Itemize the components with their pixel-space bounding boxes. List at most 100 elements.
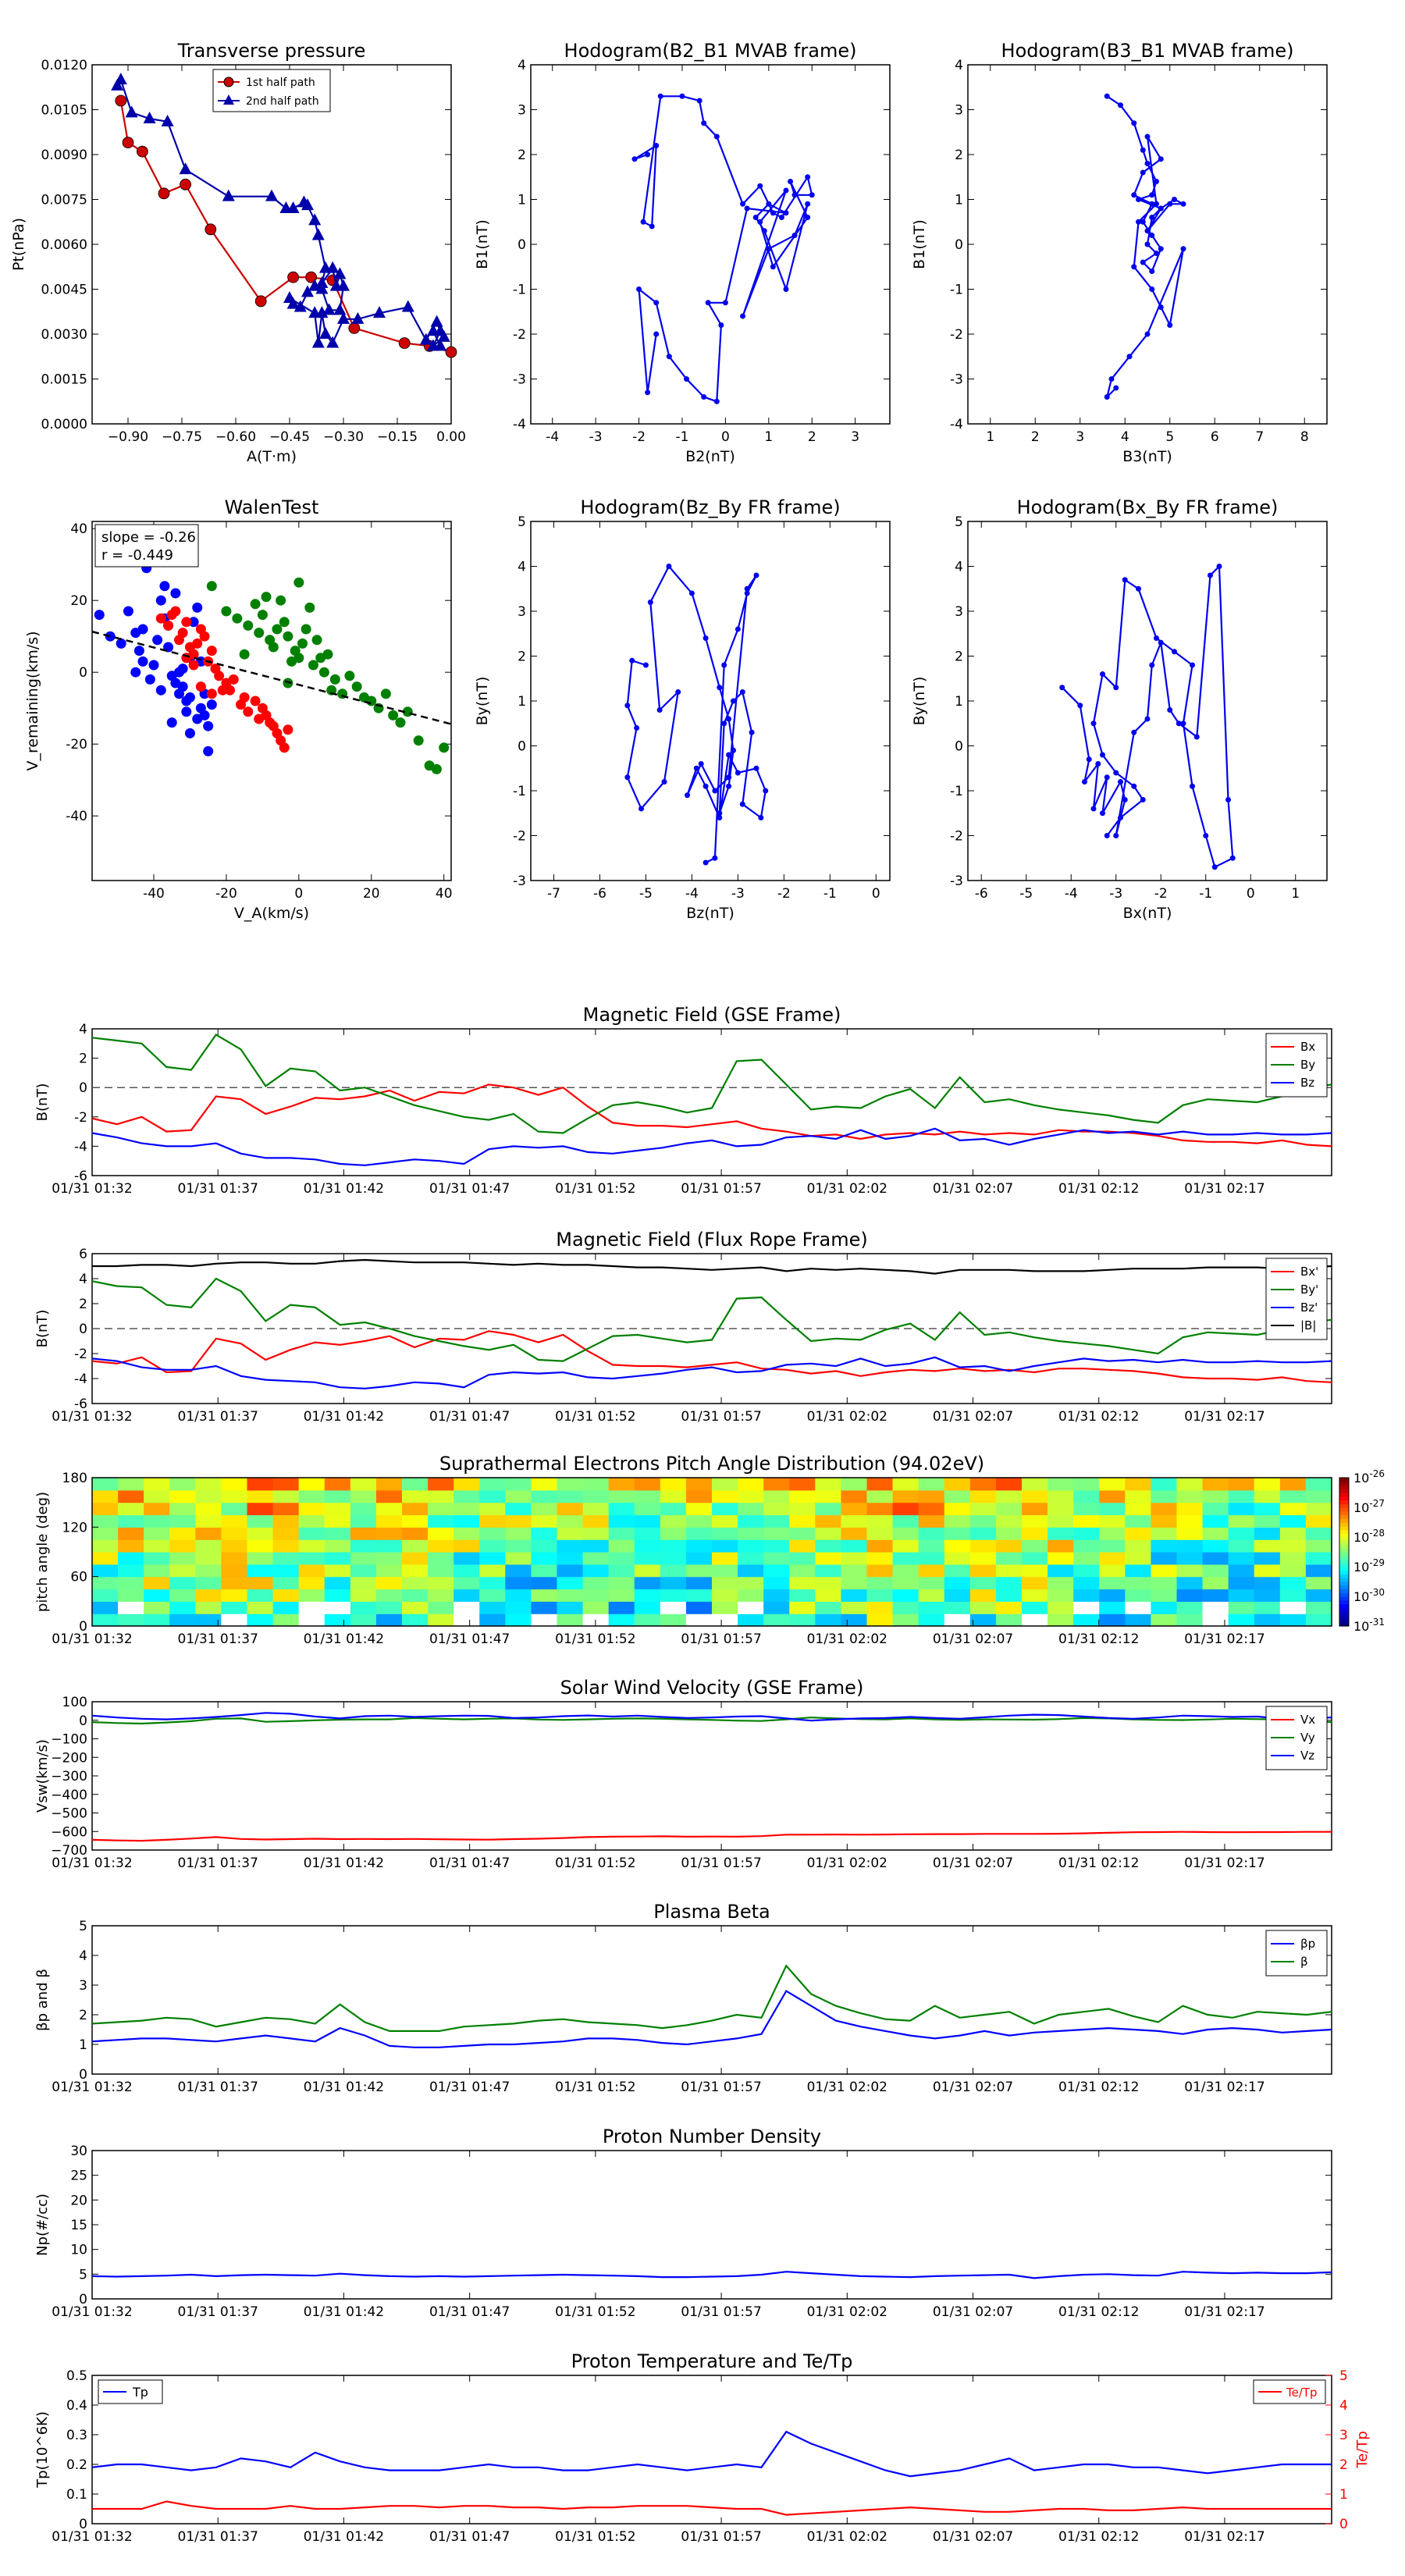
heatmap-cell — [531, 1502, 558, 1516]
heatmap-cell — [1279, 1614, 1307, 1627]
x-tick-label: 01/31 02:02 — [807, 1856, 887, 1871]
heatmap-cell — [118, 1552, 144, 1565]
heatmap-cell — [169, 1552, 196, 1565]
heatmap-cell — [298, 1614, 325, 1627]
plot-frame — [530, 64, 891, 425]
x-tick-label: 7 — [1255, 429, 1264, 445]
data-point — [717, 815, 723, 820]
x-tick-label: 01/31 02:12 — [1058, 1181, 1139, 1197]
chart-title: Hodogram(Bz_By FR frame) — [580, 496, 840, 518]
heatmap-cell — [712, 1564, 738, 1578]
heatmap-cell — [789, 1614, 816, 1627]
heatmap-cell — [712, 1502, 738, 1516]
y-tick-label: 0 — [518, 237, 526, 253]
data-point — [1140, 169, 1146, 176]
y-tick-label: 2 — [79, 1051, 87, 1067]
x-tick-label: 01/31 01:57 — [681, 1856, 761, 1871]
heatmap-cell — [272, 1576, 300, 1590]
y-tick-label: 3 — [955, 103, 963, 119]
y-tick-label: −200 — [51, 1750, 87, 1766]
heatmap-cell — [402, 1489, 429, 1503]
heatmap-cell — [1048, 1552, 1074, 1565]
heatmap-cell — [918, 1502, 945, 1516]
colorbar-cell — [1339, 1570, 1349, 1575]
data-point-triangle — [315, 276, 329, 288]
data-point-triangle — [333, 303, 347, 315]
heatmap-cell — [118, 1489, 144, 1503]
heatmap-cell — [1254, 1601, 1281, 1614]
heatmap-cell — [324, 1589, 351, 1602]
heatmap-cell — [1279, 1489, 1307, 1503]
y-tick-label: −300 — [51, 1769, 87, 1784]
x-tick-label: 01/31 01:57 — [681, 2304, 761, 2320]
heatmap-cell — [1228, 1502, 1255, 1516]
data-point — [634, 725, 640, 731]
heatmap-cell — [712, 1539, 738, 1553]
heatmap-cell — [1305, 1478, 1332, 1491]
colorbar-cell — [1339, 1555, 1349, 1560]
series-line — [91, 1127, 1332, 1166]
heatmap-cell — [272, 1478, 300, 1491]
heatmap-cell — [634, 1489, 661, 1503]
heatmap-cell — [763, 1552, 790, 1565]
data-point-triangle — [161, 114, 174, 126]
heatmap-cell — [685, 1576, 713, 1590]
heatmap-cell — [1202, 1614, 1229, 1627]
heatmap-cell — [247, 1489, 274, 1503]
x-tick-label: 01/31 02:07 — [933, 1856, 1013, 1871]
x-tick-label: −0.90 — [108, 429, 148, 445]
heatmap-cell — [221, 1478, 248, 1491]
data-point — [783, 210, 789, 216]
data-point — [283, 631, 293, 642]
heatmap-cell — [995, 1539, 1023, 1553]
series-line — [92, 1258, 1332, 1275]
data-point — [1144, 133, 1151, 140]
heatmap-cell — [557, 1514, 584, 1528]
data-point — [1140, 797, 1146, 802]
panel-walen_test: WalenTest -40 -20 0 20 40 -40 -20 0 20 40 V_A(km/s)… — [24, 496, 453, 922]
heatmap-cell — [995, 1552, 1023, 1565]
heatmap-cell — [1176, 1576, 1204, 1590]
series-line — [119, 100, 452, 354]
heatmap-cell — [634, 1589, 661, 1602]
heatmap-cell — [375, 1489, 403, 1503]
y-tick-label: -2 — [74, 1110, 87, 1126]
y-tick-label: 0 — [79, 2292, 87, 2307]
heatmap-cell — [221, 1589, 248, 1602]
data-point — [1104, 93, 1110, 99]
data-point — [726, 783, 732, 789]
heatmap-cell — [428, 1614, 454, 1627]
x-tick-label: 01/31 02:02 — [807, 2304, 887, 2320]
series-line — [91, 1712, 1332, 1722]
heatmap-cell — [169, 1576, 196, 1590]
y-tick-label: 0.3 — [66, 2428, 87, 2443]
data-point — [326, 685, 337, 696]
heatmap-cell — [1125, 1552, 1152, 1565]
heatmap-cell — [557, 1601, 584, 1614]
data-point — [757, 219, 763, 225]
heatmap-cell — [789, 1539, 816, 1553]
heatmap-cell — [1073, 1527, 1100, 1540]
data-point — [181, 617, 192, 628]
heatmap-cell — [195, 1478, 222, 1491]
heatmap-cell — [375, 1576, 403, 1590]
heatmap-cell — [944, 1564, 971, 1578]
y-tick-label: -1 — [513, 784, 526, 799]
x-tick-label: 01/31 01:47 — [429, 2304, 510, 2320]
heatmap-cell — [685, 1489, 713, 1503]
y-tick-label: −500 — [51, 1806, 87, 1822]
data-point — [276, 595, 286, 606]
series-line — [91, 1831, 1332, 1842]
heatmap-cell — [944, 1576, 971, 1590]
heatmap-cell — [479, 1527, 506, 1540]
data-point — [1225, 797, 1231, 802]
heatmap-cell — [1048, 1527, 1074, 1540]
heatmap-cell — [118, 1514, 144, 1528]
data-point — [717, 685, 723, 691]
series-line — [91, 1034, 1332, 1134]
heatmap-cell — [1022, 1601, 1048, 1614]
heatmap-cell — [324, 1514, 351, 1528]
x-tick-label: 40 — [436, 886, 453, 902]
data-point — [730, 698, 736, 704]
heatmap-cell — [454, 1576, 480, 1590]
